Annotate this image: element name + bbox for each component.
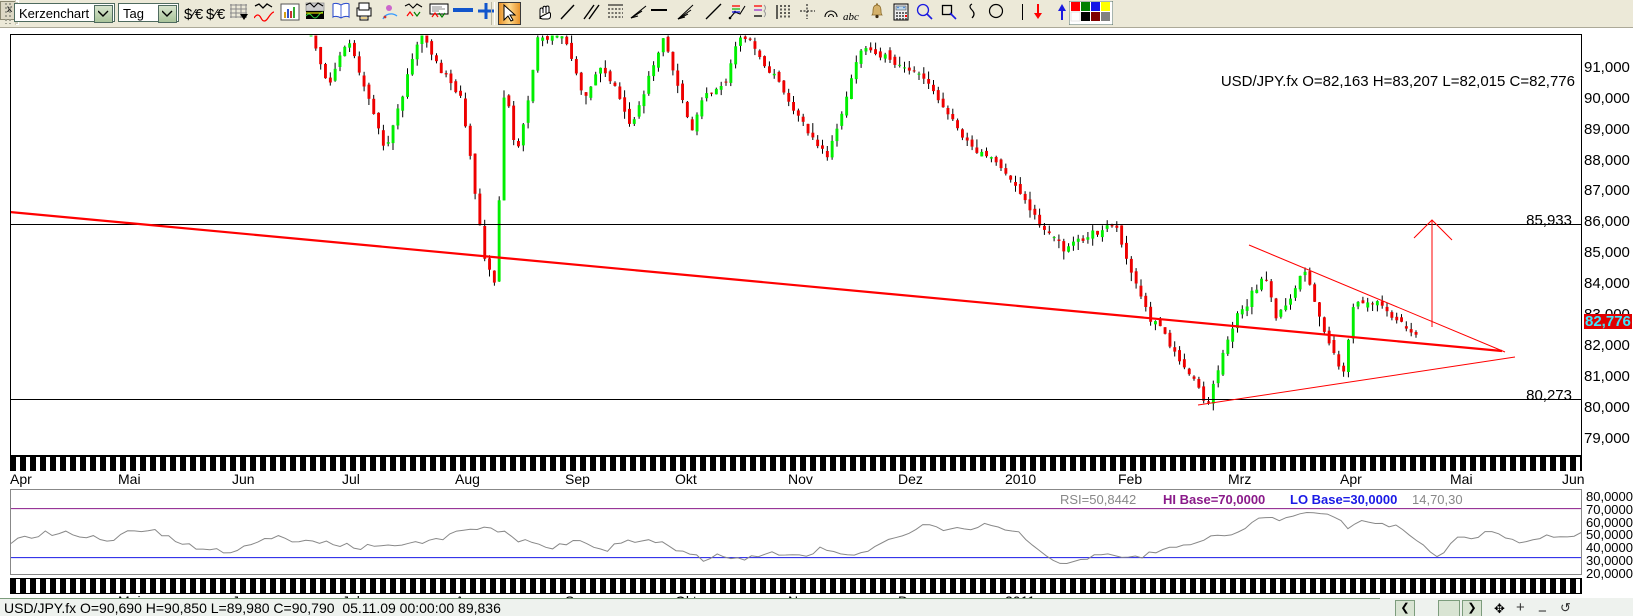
svg-text:$⁄€: $⁄€ (206, 6, 226, 23)
svg-text:$⁄€: $⁄€ (184, 6, 204, 23)
